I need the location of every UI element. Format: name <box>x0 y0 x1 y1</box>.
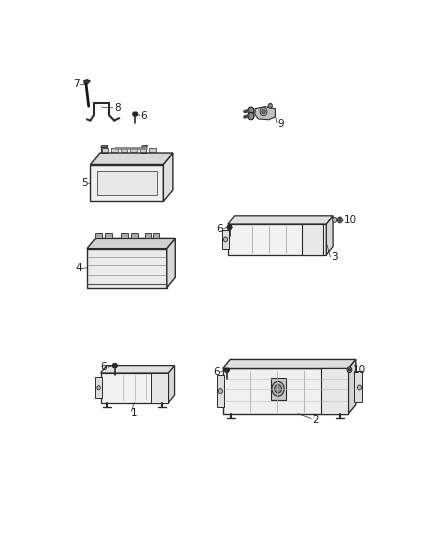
Bar <box>140 148 146 152</box>
Circle shape <box>272 382 284 396</box>
Circle shape <box>97 386 100 390</box>
Polygon shape <box>87 248 167 288</box>
Polygon shape <box>101 146 108 147</box>
Bar <box>130 148 137 152</box>
Polygon shape <box>141 147 146 153</box>
Bar <box>222 230 229 248</box>
Polygon shape <box>326 216 333 255</box>
Circle shape <box>268 103 272 108</box>
Bar <box>217 375 224 407</box>
Bar <box>111 148 118 152</box>
Circle shape <box>347 367 352 373</box>
Bar <box>97 171 157 195</box>
Text: 10: 10 <box>353 365 366 375</box>
Polygon shape <box>90 165 163 201</box>
Circle shape <box>260 108 267 116</box>
Circle shape <box>262 109 265 114</box>
Text: 3: 3 <box>332 252 338 262</box>
Text: 8: 8 <box>114 103 121 113</box>
Polygon shape <box>348 359 356 414</box>
Polygon shape <box>223 368 348 414</box>
Polygon shape <box>101 373 169 402</box>
Polygon shape <box>87 238 175 248</box>
Polygon shape <box>224 368 230 372</box>
Text: 5: 5 <box>81 178 88 188</box>
Circle shape <box>248 112 254 120</box>
Polygon shape <box>228 216 333 224</box>
Polygon shape <box>101 147 107 153</box>
Circle shape <box>339 219 341 221</box>
Text: 6: 6 <box>216 224 223 234</box>
Polygon shape <box>84 79 90 84</box>
Text: 10: 10 <box>344 215 357 225</box>
Polygon shape <box>95 233 102 238</box>
Circle shape <box>275 385 282 393</box>
Polygon shape <box>153 233 159 238</box>
Polygon shape <box>228 224 326 255</box>
Bar <box>152 373 169 402</box>
Text: 4: 4 <box>75 263 82 273</box>
Bar <box>321 368 348 414</box>
Polygon shape <box>255 107 276 120</box>
Polygon shape <box>223 359 356 368</box>
Polygon shape <box>132 112 138 116</box>
Polygon shape <box>169 366 175 402</box>
Text: 6: 6 <box>213 367 220 377</box>
Bar <box>354 371 362 402</box>
Polygon shape <box>141 146 148 147</box>
Bar <box>271 377 286 400</box>
Bar <box>95 377 102 398</box>
Polygon shape <box>105 233 112 238</box>
Bar <box>120 148 127 152</box>
Text: 6: 6 <box>140 111 147 120</box>
Polygon shape <box>145 233 152 238</box>
Polygon shape <box>112 364 117 368</box>
Text: 7: 7 <box>74 79 80 90</box>
Polygon shape <box>101 366 175 373</box>
Polygon shape <box>227 225 232 229</box>
Bar <box>302 224 323 255</box>
Circle shape <box>333 217 337 222</box>
Circle shape <box>223 237 227 242</box>
Circle shape <box>348 368 350 371</box>
Circle shape <box>248 107 254 115</box>
Polygon shape <box>90 153 173 165</box>
Circle shape <box>219 389 223 393</box>
Circle shape <box>338 217 342 223</box>
Polygon shape <box>167 238 175 288</box>
Text: 6: 6 <box>101 362 107 372</box>
Text: 2: 2 <box>312 415 319 425</box>
Text: 9: 9 <box>278 119 284 129</box>
Polygon shape <box>121 233 128 238</box>
Polygon shape <box>131 233 138 238</box>
Circle shape <box>357 385 362 390</box>
Polygon shape <box>163 153 173 201</box>
Bar <box>102 148 108 152</box>
Text: 1: 1 <box>131 408 138 418</box>
Bar <box>149 148 156 152</box>
